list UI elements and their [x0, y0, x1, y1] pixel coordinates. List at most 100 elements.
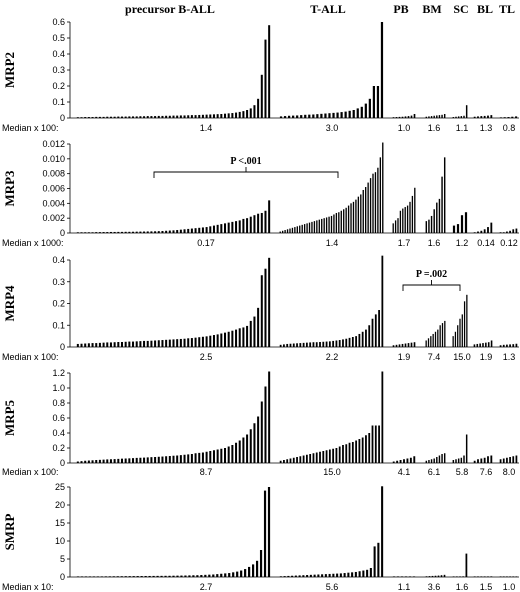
bar [404, 576, 408, 577]
bar [190, 338, 193, 347]
bar [139, 457, 142, 463]
bar [372, 173, 374, 233]
bar [146, 457, 149, 464]
bar [283, 576, 286, 577]
bar [242, 437, 245, 463]
bar [120, 576, 123, 577]
bar [473, 116, 476, 118]
bar [456, 224, 460, 233]
median-value: 1.6 [428, 238, 441, 248]
bar [284, 230, 286, 233]
bar [396, 576, 400, 577]
bar [148, 575, 151, 577]
bar [335, 340, 338, 347]
bar [84, 117, 87, 118]
bar [502, 458, 505, 463]
y-tick-label: 0.8 [52, 398, 65, 408]
bar [413, 114, 416, 118]
bar [128, 341, 131, 347]
median-value: 8.7 [200, 467, 213, 477]
bar [355, 199, 357, 234]
y-tick-label: 0.012 [42, 139, 65, 149]
bar [509, 457, 511, 463]
y-tick-label: 10 [55, 536, 65, 546]
bar [365, 435, 367, 463]
median-value: 1.0 [503, 582, 516, 592]
bar [260, 74, 263, 118]
bar [117, 342, 120, 347]
bar [95, 460, 98, 463]
bar [320, 113, 323, 118]
group-label-bm: BM [422, 2, 441, 16]
bar [328, 216, 330, 233]
bar [382, 142, 384, 233]
bar [204, 574, 207, 577]
bar [296, 226, 298, 233]
bar [457, 325, 459, 347]
bar [124, 116, 127, 118]
group-header: precursor B-ALL T-ALL PB BM SC BL TL [125, 2, 515, 16]
bar [336, 112, 339, 118]
bar [480, 576, 483, 577]
bar [473, 344, 476, 347]
bar [92, 576, 95, 577]
bar [372, 86, 376, 118]
bar [172, 115, 175, 118]
bar [84, 232, 87, 233]
bar [463, 455, 465, 463]
y-tick-label: 0.6 [52, 413, 65, 423]
bar [264, 268, 267, 347]
median-value: 15.0 [453, 352, 471, 362]
bar [459, 318, 461, 347]
bar [216, 224, 219, 233]
bar [402, 208, 404, 233]
median-value: 1.9 [398, 352, 411, 362]
y-axis-label-mrp3: MRP3 [2, 170, 17, 207]
bar [459, 576, 461, 577]
bar [287, 575, 290, 577]
bar [106, 232, 109, 233]
bar [176, 230, 179, 233]
y-axis-label-mrp2: MRP2 [2, 52, 17, 88]
bar [267, 487, 271, 577]
bar [264, 386, 267, 463]
bar [279, 116, 283, 118]
bar [161, 115, 164, 118]
bar [296, 115, 299, 118]
bar [231, 445, 234, 463]
bar [404, 343, 407, 347]
significance-bracket-mrp3: P <.001 [153, 156, 339, 178]
bar [248, 566, 251, 577]
bar [143, 457, 146, 463]
bar [318, 219, 320, 233]
bar [439, 325, 441, 347]
bar [176, 575, 179, 577]
bar [124, 341, 127, 347]
bar [154, 340, 157, 347]
bar [139, 231, 142, 233]
bar [209, 335, 212, 347]
bar [428, 576, 431, 577]
bar [168, 230, 171, 233]
bar [102, 342, 105, 347]
bar [283, 116, 287, 118]
median-label-mrp3: Median x 1000: [2, 238, 64, 248]
bar [454, 331, 457, 347]
bar [190, 454, 193, 463]
bar [430, 116, 433, 118]
bar [409, 457, 412, 463]
bar [84, 460, 87, 463]
bar [487, 115, 489, 118]
bar [98, 116, 101, 118]
bar [499, 117, 502, 118]
bar [227, 446, 230, 463]
group-label-pb: PB [393, 2, 408, 16]
y-tick-label: 0.002 [42, 213, 65, 223]
bar [335, 448, 338, 463]
bar [376, 86, 380, 118]
bar [403, 459, 405, 463]
bar [201, 452, 204, 463]
bar [146, 340, 149, 347]
bar [161, 231, 164, 233]
median-value: 1.2 [456, 238, 469, 248]
